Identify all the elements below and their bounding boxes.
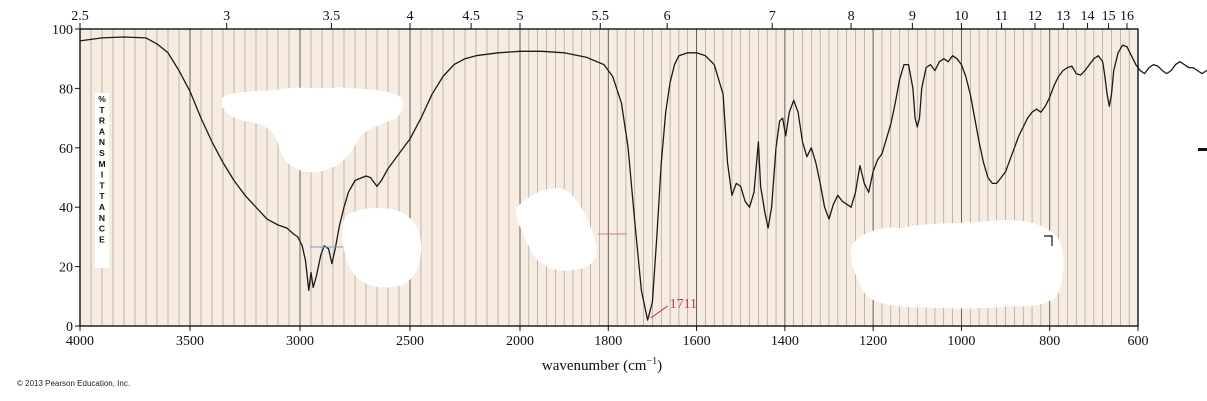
top-tick-label: 9 bbox=[909, 9, 916, 24]
y-tick-label: 80 bbox=[59, 82, 73, 97]
x-tick-label: 1200 bbox=[859, 334, 887, 349]
x-tick-label: 2000 bbox=[506, 334, 534, 349]
x-tick-label: 1800 bbox=[594, 334, 622, 349]
top-tick-label: 2.5 bbox=[71, 9, 89, 24]
y-tick-label: 100 bbox=[52, 23, 73, 38]
plot-frame bbox=[79, 28, 1139, 327]
top-tick-label: 11 bbox=[995, 9, 1008, 24]
top-tick-label: 10 bbox=[954, 9, 968, 24]
y-label-box bbox=[95, 93, 109, 268]
x-tick-label: 4000 bbox=[66, 334, 94, 349]
top-tick-label: 16 bbox=[1120, 9, 1134, 24]
blank-patch-mid-left bbox=[342, 208, 422, 288]
top-tick-label: 7 bbox=[769, 9, 776, 24]
top-tick-label: 4 bbox=[407, 9, 414, 24]
top-tick-label: 15 bbox=[1102, 9, 1116, 24]
x-tick-label: 600 bbox=[1128, 334, 1149, 349]
y-tick-label: 40 bbox=[59, 201, 73, 216]
x-tick-label: 1600 bbox=[683, 334, 711, 349]
x-tick-label: 1400 bbox=[771, 334, 799, 349]
top-tick-label: 8 bbox=[848, 9, 855, 24]
y-tick-label: 0 bbox=[66, 320, 73, 335]
top-tick-label: 13 bbox=[1056, 9, 1070, 24]
top-tick-label: 5 bbox=[517, 9, 524, 24]
top-tick-label: 5.5 bbox=[592, 9, 610, 24]
x-tick-label: 800 bbox=[1039, 334, 1060, 349]
y-tick-label: 20 bbox=[59, 261, 73, 276]
x-tick-label: 1000 bbox=[947, 334, 975, 349]
annotation-leader bbox=[650, 305, 668, 319]
x-tick-label: 3000 bbox=[286, 334, 314, 349]
top-tick-label: 4.5 bbox=[462, 9, 480, 24]
annotation-label: 1711 bbox=[670, 297, 697, 312]
x-tick-label: 2500 bbox=[396, 334, 424, 349]
top-tick-label: 3 bbox=[223, 9, 230, 24]
top-tick-label: 14 bbox=[1081, 9, 1095, 24]
x-axis-label: wavenumber (cm−1) bbox=[542, 356, 662, 374]
y-axis-label: % T R A N S M I T T A N C E bbox=[98, 94, 106, 244]
y-tick-label: 60 bbox=[59, 142, 73, 157]
bracket-fragment bbox=[1044, 235, 1053, 246]
spectrum-line bbox=[79, 36, 1207, 321]
blank-patch-bottom-right bbox=[850, 220, 1064, 309]
blank-patch-top-left bbox=[222, 87, 404, 173]
edge-dash-mark bbox=[1198, 148, 1207, 151]
top-tick-label: 3.5 bbox=[323, 9, 341, 24]
top-tick-label: 6 bbox=[664, 9, 671, 24]
top-axis-ticks bbox=[79, 23, 1128, 29]
x-tick-label: 3500 bbox=[176, 334, 204, 349]
top-tick-label: 12 bbox=[1028, 9, 1042, 24]
blank-patch-center bbox=[516, 188, 597, 271]
copyright-text: © 2013 Pearson Education, Inc. bbox=[17, 379, 131, 388]
